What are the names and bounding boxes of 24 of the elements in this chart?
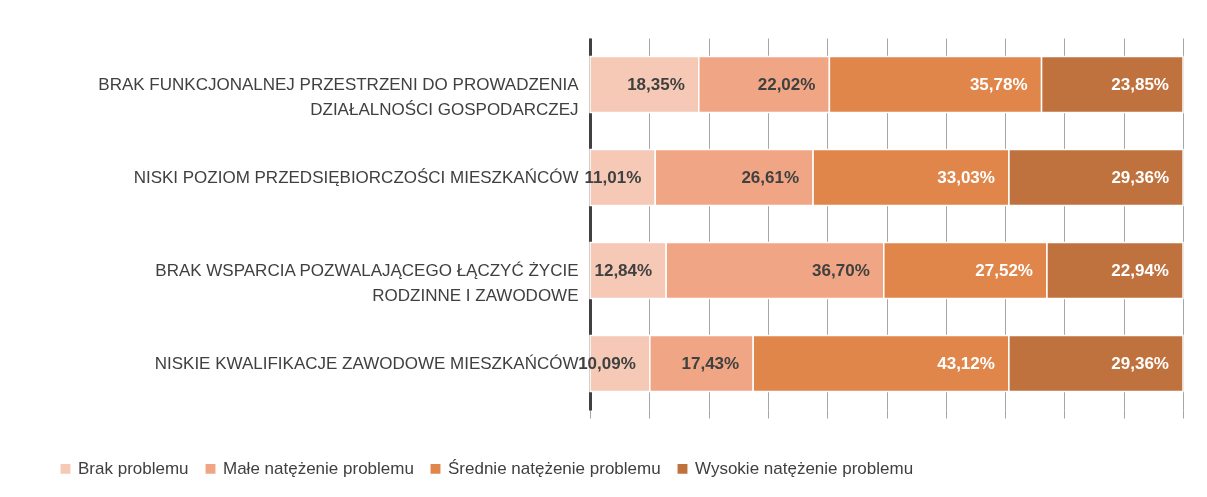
data-label: 36,70% [812, 260, 870, 280]
y-tick-label: NISKIE KWALIFIKACJE ZAWODOWE MIESZKAŃCÓW [154, 353, 579, 373]
legend-label: Średnie natężenie problemu [448, 458, 661, 478]
data-label: 27,52% [975, 260, 1033, 280]
data-label: 23,85% [1111, 74, 1169, 94]
legend-label: Małe natężenie problemu [223, 458, 414, 478]
data-label: 29,36% [1111, 353, 1169, 373]
data-label: 12,84% [594, 260, 653, 280]
legend-label: Brak problemu [78, 458, 189, 478]
data-label: 10,09% [578, 353, 636, 373]
data-label: 22,02% [757, 74, 816, 94]
y-tick-label: BRAK FUNKCJONALNEJ PRZESTRZENI DO PROWADZENIA DZIAŁALNOŚCI GOSPODARCZEJ [98, 74, 580, 119]
data-label: 33,03% [937, 167, 995, 187]
data-label: 22,94% [1111, 260, 1169, 280]
data-label: 43,12% [937, 353, 995, 373]
data-label: 11,01% [584, 167, 642, 187]
legend-label: Wysokie natężenie problemu [695, 458, 914, 478]
data-label: 17,43% [681, 353, 740, 373]
data-label: 35,78% [969, 74, 1028, 94]
y-tick-label: NISKI POZIOM PRZEDSIĘBIORCZOŚCI MIESZKAŃCÓW [133, 167, 579, 187]
data-label: 18,35% [627, 74, 685, 94]
data-label: 26,61% [741, 167, 800, 187]
y-tick-label: BRAK WSPARCIA POZWALAJĄCEGO ŁĄCZYĆ ŻYCIE RODZINNE I ZAWODOWE [155, 260, 579, 305]
data-label: 29,36% [1111, 167, 1170, 187]
